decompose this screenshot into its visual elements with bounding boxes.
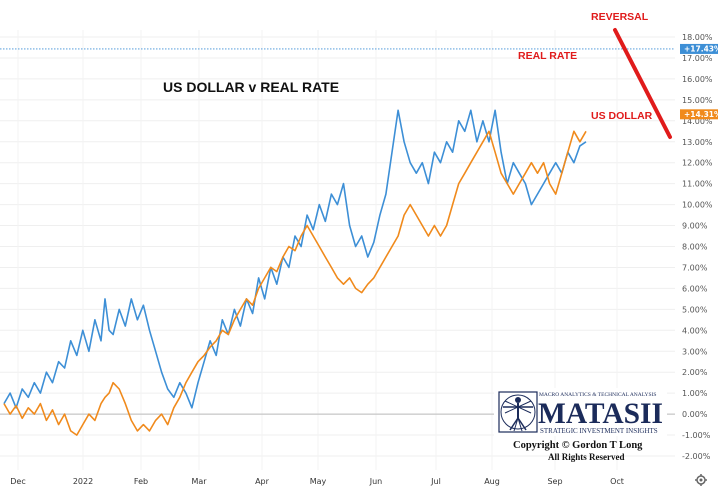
y-tick-label: 0.00% bbox=[682, 410, 708, 419]
y-tick-label: 11.00% bbox=[682, 180, 713, 189]
x-tick-label: Apr bbox=[255, 477, 270, 486]
x-tick-label: Jun bbox=[369, 477, 383, 486]
y-tick-label: 6.00% bbox=[682, 284, 708, 293]
y-tick-label: 9.00% bbox=[682, 222, 708, 231]
x-tick-label: Aug bbox=[484, 477, 500, 486]
logo-top-text: MACRO ANALYTICS & TECHNICAL ANALYSIS bbox=[539, 392, 656, 398]
y-tick-label: 3.00% bbox=[682, 347, 708, 356]
series-line-us-dollar bbox=[3, 130, 587, 436]
x-tick-label: Dec bbox=[10, 477, 25, 486]
y-axis: -2.00% -1.00% 0.00% 1.00% 2.00% 3.00% 4.00% 5.0… bbox=[682, 33, 713, 461]
x-tick-label: Jul bbox=[430, 477, 441, 486]
annotation-reversal: REVERSAL bbox=[591, 11, 649, 23]
copyright-text: Copyright © Gordon T Long bbox=[513, 440, 643, 451]
gear-icon[interactable] bbox=[695, 474, 707, 486]
y-tick-label: 4.00% bbox=[682, 326, 708, 335]
us-dollar-value-badge bbox=[680, 109, 718, 120]
rights-text: All Rights Reserved bbox=[548, 452, 625, 462]
x-tick-label: 2022 bbox=[73, 477, 93, 486]
y-tick-label: 15.00% bbox=[682, 96, 713, 105]
y-tick-label: -1.00% bbox=[682, 431, 711, 440]
y-tick-label: -2.00% bbox=[682, 452, 711, 461]
annotation-us-dollar: US DOLLAR bbox=[591, 110, 653, 122]
y-tick-label: 8.00% bbox=[682, 243, 708, 252]
y-tick-label: 18.00% bbox=[682, 33, 713, 42]
us-dollar-value-label: +14.31% bbox=[684, 110, 718, 119]
annotation-real-rate: REAL RATE bbox=[518, 50, 577, 62]
y-tick-label: 7.00% bbox=[682, 263, 708, 272]
logo-name: MATASII bbox=[538, 397, 663, 430]
x-tick-label: Feb bbox=[134, 477, 148, 486]
logo-subtitle: STRATEGIC INVESTMENT INSIGHTS bbox=[540, 427, 658, 435]
y-tick-label: 12.00% bbox=[682, 159, 713, 168]
y-tick-label: 14.00% bbox=[682, 117, 713, 126]
y-tick-label: 5.00% bbox=[682, 305, 708, 314]
x-tick-label: May bbox=[310, 477, 327, 486]
y-tick-label: 13.00% bbox=[682, 138, 713, 147]
reversal-arrow bbox=[613, 28, 672, 139]
y-tick-label: 10.00% bbox=[682, 201, 713, 210]
y-tick-label: 2.00% bbox=[682, 368, 708, 377]
matasii-logo: MACRO ANALYTICS & TECHNICAL ANALYSIS MAT… bbox=[494, 388, 667, 436]
x-axis: Dec 2022 Feb Mar Apr May Jun Jul Aug Sep Oct bbox=[10, 477, 624, 486]
vitruvian-icon bbox=[498, 391, 538, 433]
x-tick-label: Oct bbox=[610, 477, 624, 486]
x-tick-label: Sep bbox=[547, 477, 562, 486]
chart-title: US DOLLAR v REAL RATE bbox=[163, 79, 339, 95]
y-tick-label: 1.00% bbox=[682, 389, 708, 398]
y-tick-label: 17.00% bbox=[682, 54, 713, 63]
real-rate-value-label: +17.43% bbox=[684, 44, 718, 53]
series-line-real-rate bbox=[3, 109, 587, 409]
x-tick-label: Mar bbox=[191, 477, 207, 486]
real-rate-value-badge bbox=[680, 43, 718, 54]
y-tick-label: 16.00% bbox=[682, 75, 713, 84]
